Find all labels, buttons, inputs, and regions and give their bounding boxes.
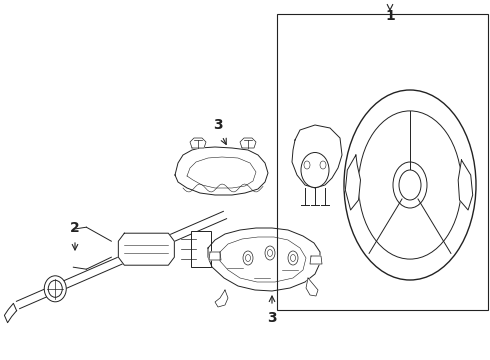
Polygon shape	[175, 147, 268, 195]
Polygon shape	[190, 138, 206, 148]
Polygon shape	[345, 155, 361, 210]
Ellipse shape	[344, 90, 476, 280]
Polygon shape	[306, 278, 318, 296]
Ellipse shape	[399, 170, 421, 200]
Text: 3: 3	[213, 118, 223, 132]
Ellipse shape	[288, 251, 298, 265]
Polygon shape	[209, 252, 221, 260]
Bar	[191, 231, 211, 267]
Polygon shape	[215, 290, 228, 307]
Polygon shape	[292, 125, 342, 188]
Text: 1: 1	[385, 9, 395, 23]
Polygon shape	[458, 160, 473, 210]
Polygon shape	[119, 233, 174, 265]
Ellipse shape	[393, 162, 427, 208]
Ellipse shape	[301, 153, 329, 188]
Ellipse shape	[359, 111, 462, 259]
Polygon shape	[4, 303, 17, 323]
Text: 3: 3	[267, 311, 277, 325]
Polygon shape	[310, 256, 322, 264]
Polygon shape	[240, 138, 256, 148]
Polygon shape	[208, 228, 320, 291]
Ellipse shape	[48, 280, 62, 297]
Ellipse shape	[44, 276, 66, 302]
Ellipse shape	[265, 246, 275, 260]
Ellipse shape	[243, 251, 253, 265]
Bar	[277, 14, 488, 310]
Text: 2: 2	[70, 221, 80, 235]
